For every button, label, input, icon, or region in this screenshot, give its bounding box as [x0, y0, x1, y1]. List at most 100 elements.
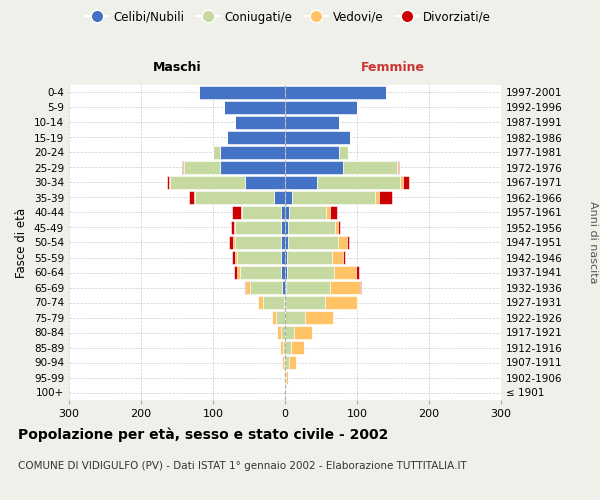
- Bar: [281, 252, 285, 264]
- Text: COMUNE DI VIDIGULFO (PV) - Dati ISTAT 1° gennaio 2002 - Elaborazione TUTTITALIA.: COMUNE DI VIDIGULFO (PV) - Dati ISTAT 1°…: [18, 461, 467, 471]
- Bar: [242, 206, 281, 218]
- Bar: [245, 176, 285, 188]
- Bar: [343, 252, 346, 264]
- Bar: [227, 132, 285, 143]
- Bar: [285, 176, 317, 188]
- Y-axis label: Fasce di età: Fasce di età: [16, 208, 28, 278]
- Text: Maschi: Maschi: [152, 61, 202, 74]
- Bar: [284, 296, 285, 308]
- Bar: [182, 162, 184, 173]
- Text: Femmine: Femmine: [361, 61, 425, 74]
- Bar: [285, 222, 288, 234]
- Bar: [329, 282, 360, 294]
- Bar: [285, 162, 343, 173]
- Bar: [288, 222, 335, 234]
- Bar: [285, 326, 293, 338]
- Bar: [291, 342, 304, 353]
- Bar: [220, 162, 285, 173]
- Bar: [237, 252, 281, 264]
- Bar: [285, 312, 305, 324]
- Bar: [237, 266, 239, 278]
- Bar: [285, 356, 289, 368]
- Bar: [335, 222, 338, 234]
- Bar: [339, 146, 347, 158]
- Bar: [194, 192, 195, 203]
- Bar: [285, 236, 288, 248]
- Bar: [285, 116, 339, 128]
- Bar: [235, 116, 285, 128]
- Bar: [213, 146, 220, 158]
- Bar: [284, 372, 285, 384]
- Bar: [199, 86, 285, 99]
- Bar: [287, 252, 332, 264]
- Bar: [234, 222, 235, 234]
- Bar: [285, 342, 291, 353]
- Bar: [282, 282, 285, 294]
- Bar: [283, 342, 285, 353]
- Bar: [281, 266, 285, 278]
- Bar: [285, 102, 357, 114]
- Bar: [285, 146, 339, 158]
- Bar: [285, 192, 292, 203]
- Bar: [338, 222, 340, 234]
- Legend: Celibi/Nubili, Coniugati/e, Vedovi/e, Divorziati/e: Celibi/Nubili, Coniugati/e, Vedovi/e, Di…: [80, 6, 496, 28]
- Bar: [280, 342, 283, 353]
- Bar: [289, 206, 326, 218]
- Bar: [286, 372, 288, 384]
- Bar: [286, 282, 329, 294]
- Bar: [285, 296, 325, 308]
- Bar: [287, 266, 334, 278]
- Bar: [400, 176, 403, 188]
- Bar: [246, 282, 250, 294]
- Bar: [195, 192, 274, 203]
- Bar: [233, 236, 235, 248]
- Bar: [281, 206, 285, 218]
- Bar: [285, 86, 386, 99]
- Bar: [289, 356, 296, 368]
- Bar: [305, 312, 332, 324]
- Bar: [347, 236, 349, 248]
- Bar: [288, 236, 338, 248]
- Bar: [338, 236, 347, 248]
- Bar: [292, 192, 375, 203]
- Bar: [325, 296, 357, 308]
- Bar: [277, 326, 281, 338]
- Bar: [188, 192, 194, 203]
- Bar: [232, 252, 235, 264]
- Text: Popolazione per età, sesso e stato civile - 2002: Popolazione per età, sesso e stato civil…: [18, 428, 388, 442]
- Bar: [282, 356, 284, 368]
- Bar: [229, 236, 233, 248]
- Bar: [398, 162, 400, 173]
- Bar: [257, 296, 263, 308]
- Bar: [263, 296, 284, 308]
- Bar: [281, 236, 285, 248]
- Bar: [281, 222, 285, 234]
- Bar: [274, 192, 285, 203]
- Bar: [232, 206, 241, 218]
- Bar: [403, 176, 409, 188]
- Bar: [317, 176, 400, 188]
- Bar: [285, 282, 286, 294]
- Bar: [241, 206, 242, 218]
- Bar: [224, 102, 285, 114]
- Bar: [167, 176, 169, 188]
- Bar: [170, 176, 245, 188]
- Bar: [239, 266, 281, 278]
- Bar: [250, 282, 282, 294]
- Bar: [235, 236, 281, 248]
- Bar: [285, 266, 287, 278]
- Bar: [326, 206, 329, 218]
- Bar: [334, 266, 356, 278]
- Bar: [272, 312, 277, 324]
- Bar: [285, 132, 350, 143]
- Bar: [234, 266, 237, 278]
- Bar: [347, 146, 349, 158]
- Bar: [281, 326, 285, 338]
- Bar: [231, 222, 234, 234]
- Bar: [277, 312, 285, 324]
- Bar: [329, 206, 337, 218]
- Bar: [332, 252, 343, 264]
- Bar: [285, 252, 287, 264]
- Bar: [285, 372, 286, 384]
- Bar: [284, 356, 285, 368]
